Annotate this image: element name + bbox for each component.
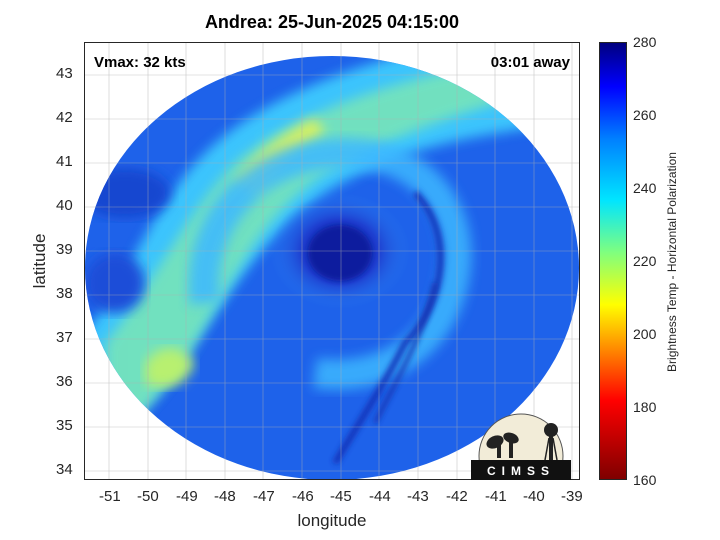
- colorbar-tick-label: 160: [633, 472, 657, 488]
- colorbar-tick-label: 260: [633, 107, 657, 123]
- colorbar: [599, 42, 627, 480]
- colorbar-tick-label: 240: [633, 180, 657, 196]
- plot-title: Andrea: 25-Jun-2025 04:15:00: [204, 12, 460, 32]
- plot-area: [84, 42, 580, 480]
- y-tick-label: 41: [56, 153, 73, 170]
- colorbar-label: Brightness Temp - Horizontal Polarizatio…: [665, 152, 679, 372]
- satellite-image: [85, 43, 579, 479]
- y-tick-label: 42: [56, 109, 73, 126]
- x-axis-label: longitude: [297, 511, 367, 530]
- y-tick-label: 43: [56, 65, 73, 82]
- y-tick-label: 40: [56, 197, 73, 214]
- x-tick-label: -51: [99, 488, 121, 505]
- y-tick-label: 34: [56, 461, 73, 478]
- y-tick-label: 37: [56, 329, 73, 346]
- y-tick-label: 36: [56, 373, 73, 390]
- x-tick-label: -39: [561, 488, 583, 505]
- colorbar-tick-label: 180: [633, 399, 657, 415]
- y-tick-label: 38: [56, 285, 73, 302]
- cimss-logo: CIMSS: [471, 412, 571, 499]
- colorbar-tick-label: 200: [633, 326, 657, 342]
- y-axis-label: latitude: [30, 233, 49, 289]
- colorbar-tick-label: 280: [633, 34, 657, 50]
- y-tick-label: 39: [56, 241, 73, 258]
- x-tick-label: -49: [176, 488, 198, 505]
- x-tick-label: -44: [369, 488, 391, 505]
- x-tick-label: -42: [446, 488, 468, 505]
- logo-text: CIMSS: [486, 464, 555, 478]
- x-tick-label: -45: [330, 488, 352, 505]
- colorbar-tick-label: 220: [633, 253, 657, 269]
- x-tick-label: -48: [214, 488, 236, 505]
- x-tick-label: -46: [292, 488, 314, 505]
- x-tick-label: -50: [137, 488, 159, 505]
- time-away-annotation: 03:01 away: [490, 54, 570, 71]
- x-tick-label: -41: [485, 488, 507, 505]
- x-tick-label: -47: [253, 488, 275, 505]
- x-tick-label: -43: [407, 488, 429, 505]
- vmax-annotation: Vmax: 32 kts: [94, 54, 186, 71]
- x-tick-label: -40: [523, 488, 545, 505]
- y-tick-label: 35: [56, 417, 73, 434]
